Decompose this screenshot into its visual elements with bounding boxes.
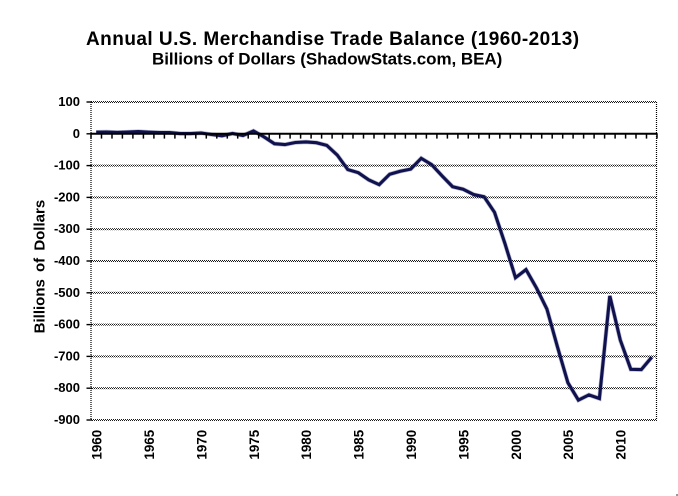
svg-text:1985: 1985 [352, 429, 367, 459]
svg-text:-300: -300 [54, 221, 80, 236]
svg-text:Billions of Dollars: Billions of Dollars [31, 200, 48, 334]
svg-text:2010: 2010 [614, 430, 629, 460]
svg-text:2005: 2005 [561, 429, 576, 459]
svg-text:1990: 1990 [404, 430, 419, 460]
svg-text:-600: -600 [54, 317, 80, 332]
svg-text:1975: 1975 [247, 429, 262, 459]
svg-text:Billions of Dollars (ShadowSta: Billions of Dollars (ShadowStats.com, BE… [152, 49, 502, 68]
svg-text:1995: 1995 [456, 429, 471, 459]
svg-text:1960: 1960 [90, 430, 105, 460]
svg-text:2000: 2000 [509, 430, 524, 460]
svg-text:100: 100 [58, 94, 80, 109]
svg-text:Annual U.S. Merchandise Trade: Annual U.S. Merchandise Trade Balance (1… [86, 29, 580, 50]
svg-text:-800: -800 [54, 380, 80, 395]
svg-text:-400: -400 [54, 253, 80, 268]
svg-text:-900: -900 [54, 412, 80, 427]
svg-text:1970: 1970 [194, 430, 209, 460]
svg-text:-700: -700 [54, 348, 80, 363]
svg-text:1980: 1980 [299, 430, 314, 460]
svg-text:-200: -200 [54, 189, 80, 204]
svg-text:-100: -100 [54, 158, 80, 173]
svg-text:1965: 1965 [142, 429, 157, 459]
svg-text:0: 0 [73, 126, 80, 141]
svg-text:-500: -500 [54, 285, 80, 300]
